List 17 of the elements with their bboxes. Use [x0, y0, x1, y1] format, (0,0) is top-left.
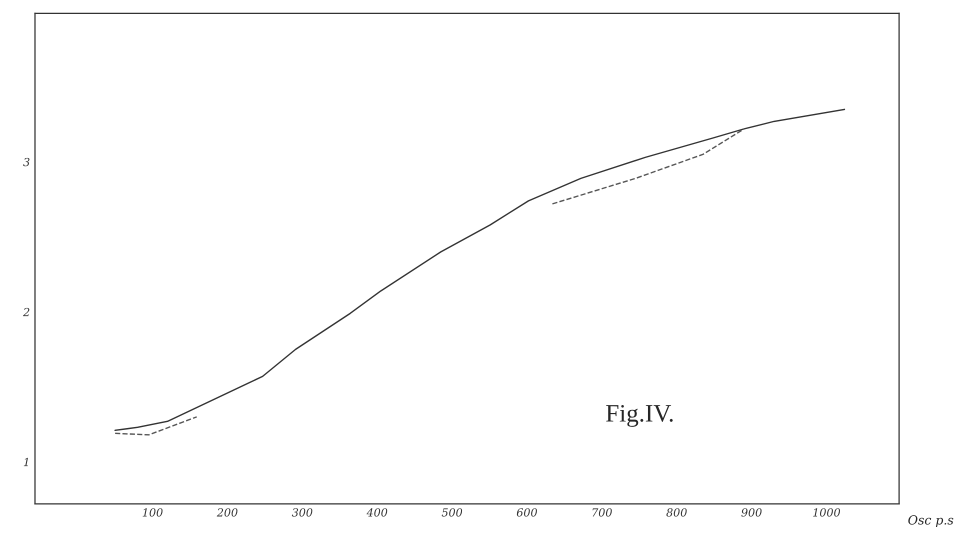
- line-series: [552, 128, 745, 205]
- y-tick-label: 1: [24, 458, 28, 466]
- annotation: Fig.IV.: [606, 404, 673, 427]
- x-tick-label: 100: [142, 508, 163, 517]
- x-tick-label: 500: [442, 508, 462, 517]
- x-tick-label: 600: [516, 508, 537, 517]
- y-tick-label: 2: [23, 308, 30, 316]
- x-tick-label: 1000: [813, 508, 840, 517]
- line-series: [114, 108, 846, 432]
- x-axis-title: Osc p.s: [908, 515, 954, 528]
- y-tick-label: 3: [23, 158, 30, 166]
- x-tick-label: 800: [666, 508, 687, 517]
- x-tick-label: 400: [366, 508, 388, 517]
- x-tick-label: 200: [216, 508, 238, 517]
- x-tick-label: 700: [592, 508, 612, 517]
- x-tick-label: 900: [741, 508, 762, 517]
- x-tick-label: 300: [292, 508, 312, 517]
